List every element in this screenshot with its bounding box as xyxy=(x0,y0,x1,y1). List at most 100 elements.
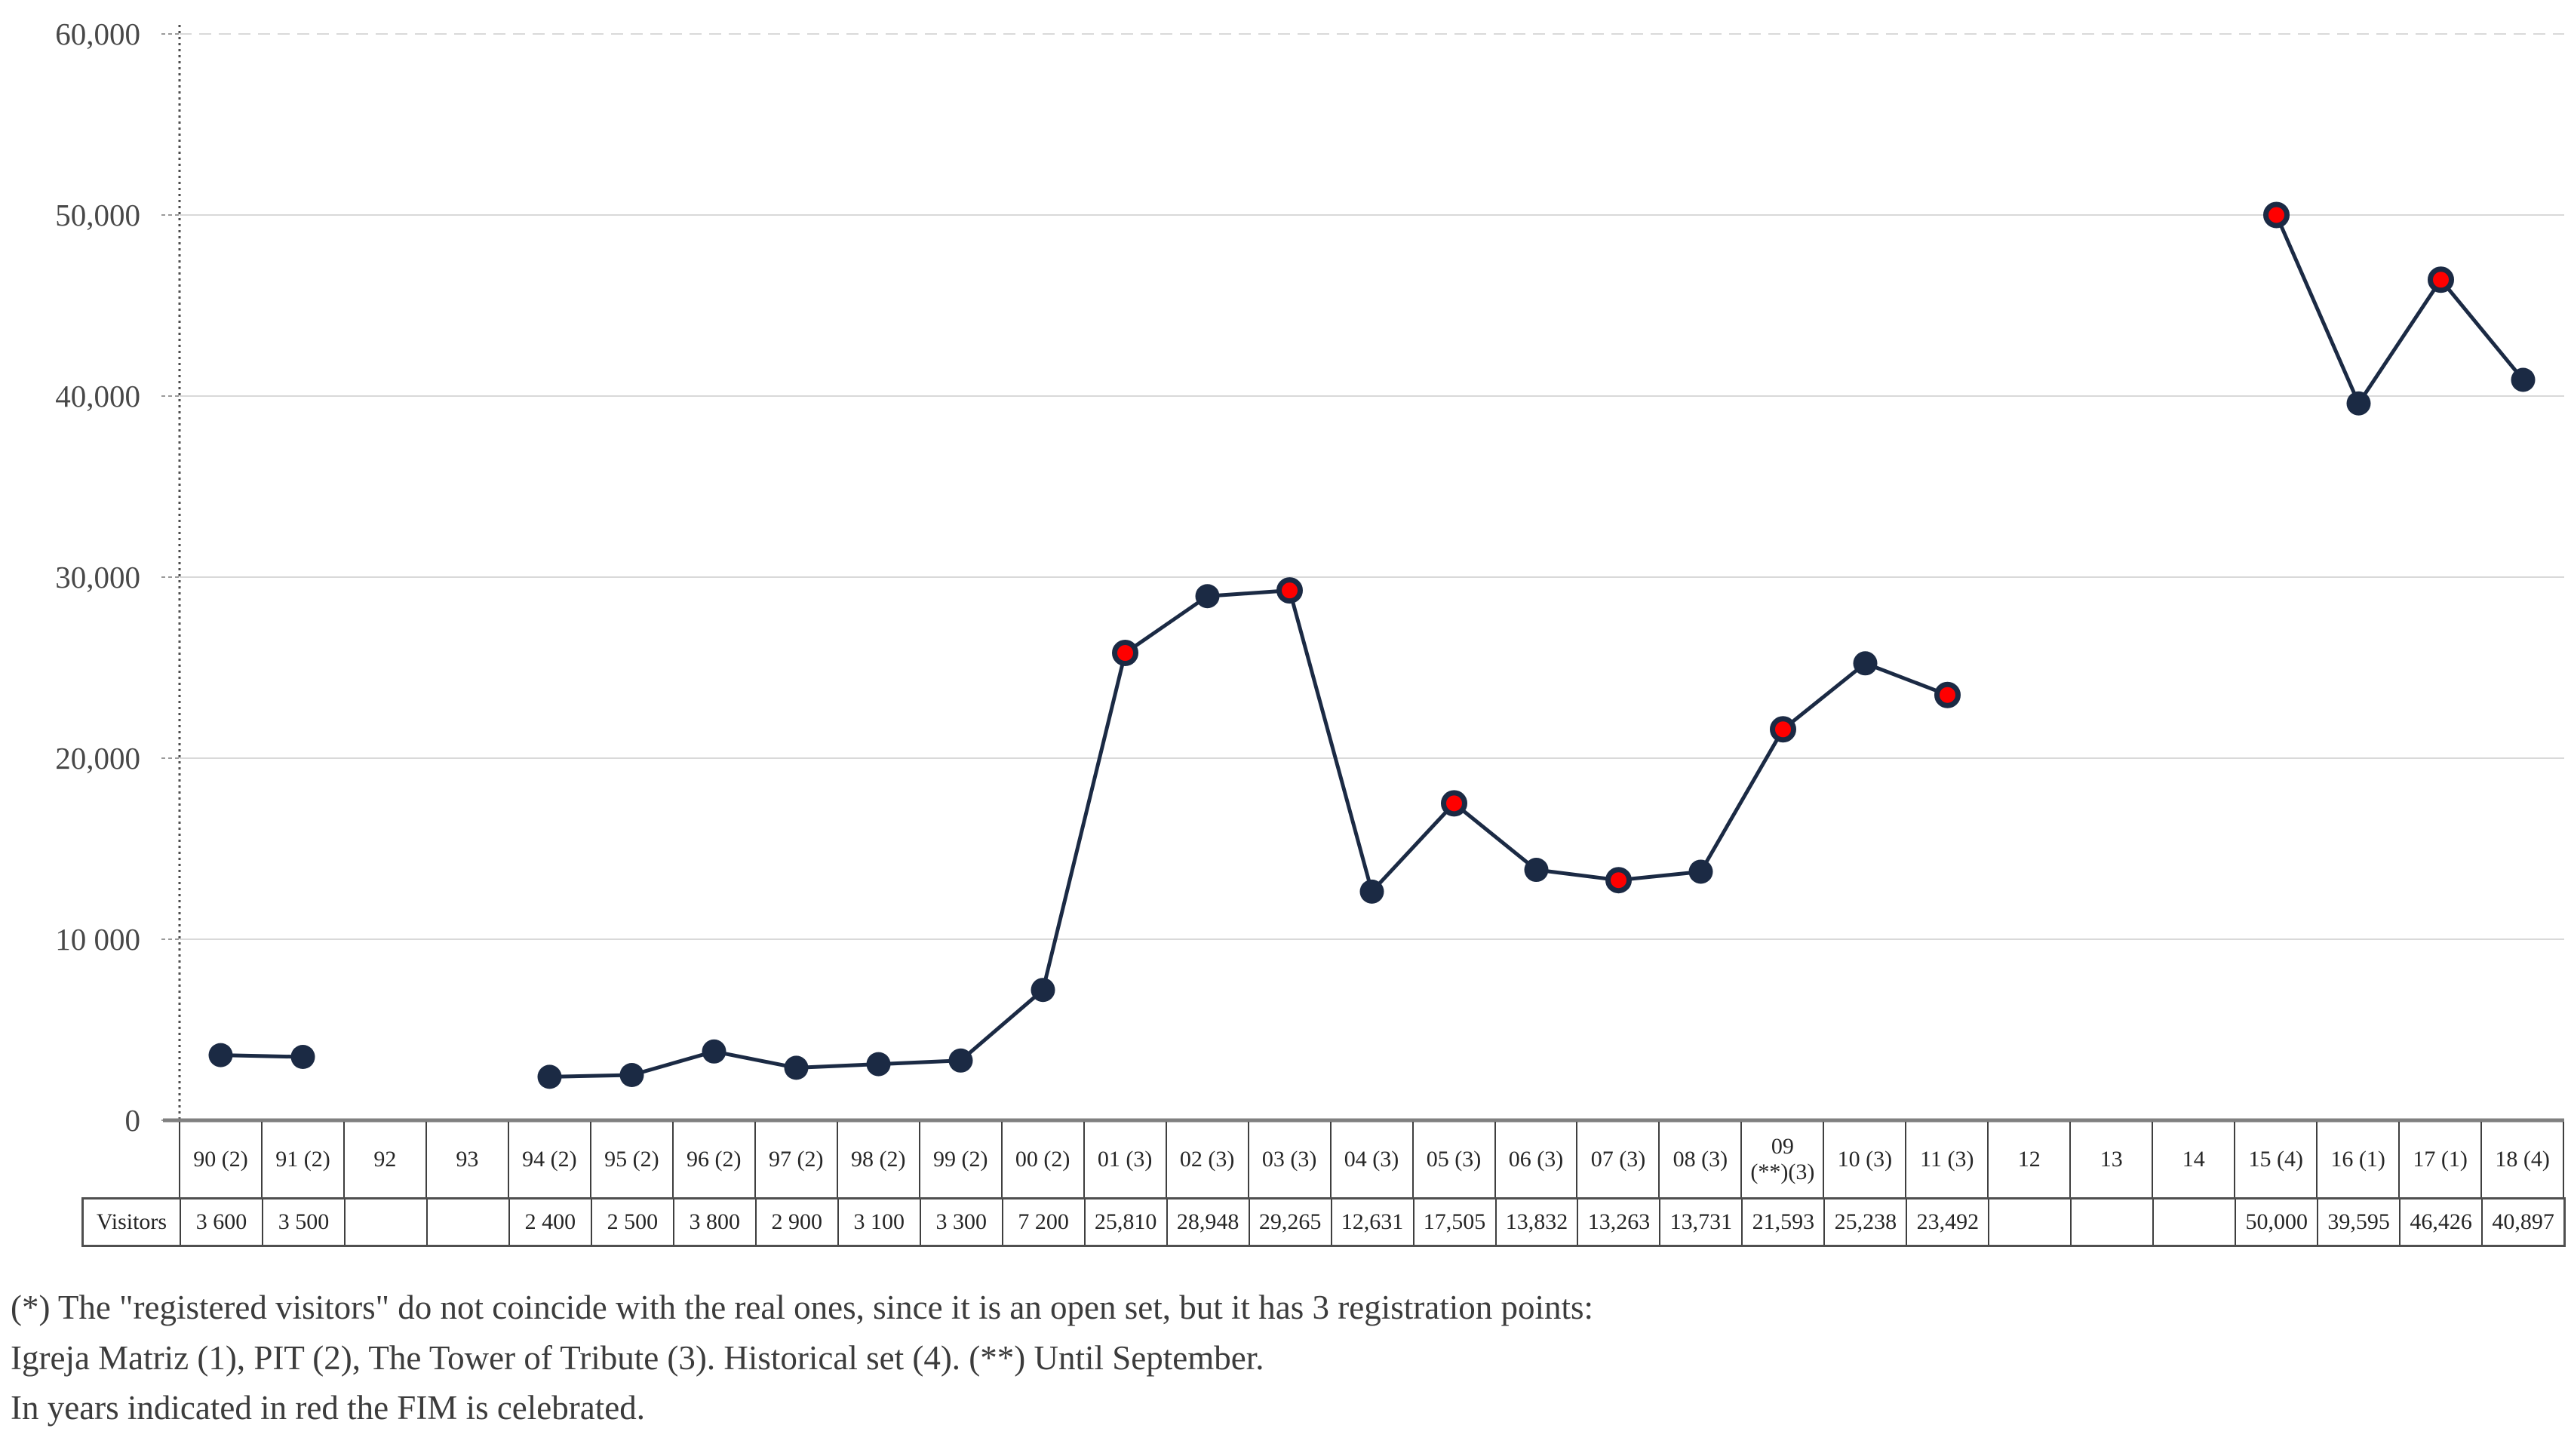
data-point xyxy=(784,1055,809,1080)
data-point xyxy=(1195,584,1220,609)
data-point-fim-year xyxy=(1112,640,1138,667)
visitor-value-cell xyxy=(1988,1200,2070,1245)
y-axis-tick-label: 20,000 xyxy=(55,741,140,776)
data-point-fim-year xyxy=(1934,681,1961,708)
data-point xyxy=(208,1043,233,1067)
visitor-value-cell: 29,265 xyxy=(1248,1200,1331,1245)
year-cell: 18 (4) xyxy=(2480,1122,2563,1197)
series-line xyxy=(2275,213,2525,406)
year-cell: 94 (2) xyxy=(507,1122,590,1197)
year-cell: 13 xyxy=(2069,1122,2152,1197)
footnote-line-3: In years indicated in red the FIM is cel… xyxy=(11,1389,645,1427)
year-cell: 91 (2) xyxy=(260,1122,343,1197)
year-cell: 93 xyxy=(425,1122,508,1197)
visitor-value-cell: 25,810 xyxy=(1083,1200,1166,1245)
visitor-value-cell: 12,631 xyxy=(1330,1200,1413,1245)
visitor-value-cell: 3 800 xyxy=(672,1200,755,1245)
series-line xyxy=(548,588,1949,1079)
data-point-fim-year xyxy=(1605,867,1632,894)
year-cell: 99 (2) xyxy=(918,1122,1001,1197)
data-point xyxy=(290,1045,315,1069)
visitor-value-cell: 50,000 xyxy=(2235,1200,2317,1245)
visitor-value-cell: 13,731 xyxy=(1659,1200,1741,1245)
data-point xyxy=(1853,651,1878,676)
visitor-values: 3 600 3 500 2 400 2 500 3 800 2 900 3 100 3 300… xyxy=(180,1200,2563,1245)
visitor-value-cell xyxy=(2152,1200,2235,1245)
visitor-value-cell: 2 400 xyxy=(508,1200,591,1245)
year-cell: 14 xyxy=(2152,1122,2234,1197)
data-point-fim-year xyxy=(1770,716,1796,743)
data-point xyxy=(1524,858,1549,883)
data-point-fim-year xyxy=(2263,201,2290,229)
data-point-fim-year xyxy=(2428,266,2454,293)
visitor-value-cell: 23,492 xyxy=(1906,1200,1988,1245)
year-cell: 08 (3) xyxy=(1658,1122,1740,1197)
year-cell: 17 (1) xyxy=(2398,1122,2480,1197)
visitor-value-cell: 3 300 xyxy=(919,1200,1002,1245)
data-point xyxy=(1031,978,1055,1003)
y-axis-tick-label: 50,000 xyxy=(55,198,140,232)
data-point xyxy=(866,1052,891,1077)
x-axis-year-row: 90 (2) 91 (2) 92 93 94 (2) 95 (2) 96 (2) 97 (2)… xyxy=(179,1122,2564,1197)
visitor-value-cell: 40,897 xyxy=(2481,1200,2563,1245)
visitor-value-cell: 46,426 xyxy=(2399,1200,2481,1245)
visitor-value-cell: 25,238 xyxy=(1823,1200,1906,1245)
visitor-value-cell: 17,505 xyxy=(1412,1200,1495,1245)
visitor-value-cell: 21,593 xyxy=(1741,1200,1823,1245)
data-point-fim-year xyxy=(1441,790,1467,817)
footnote-line-1: (*) The "registered visitors" do not coi… xyxy=(11,1289,1593,1326)
y-axis-tick-label: 40,000 xyxy=(55,379,140,413)
y-axis-tick-label: 0 xyxy=(124,1103,141,1138)
year-cell: 90 (2) xyxy=(179,1122,261,1197)
data-point xyxy=(537,1064,562,1089)
visitor-value-cell: 2 900 xyxy=(754,1200,837,1245)
data-point xyxy=(619,1063,644,1087)
year-cell: 12 xyxy=(1987,1122,2069,1197)
data-point xyxy=(948,1048,973,1073)
visitor-value-cell xyxy=(2070,1200,2152,1245)
y-axis-tick-label: 60,000 xyxy=(55,17,140,51)
visitors-table-row: Visitors 3 600 3 500 2 400 2 500 3 800 2 900 3… xyxy=(81,1197,2566,1247)
year-cell: 11 (3) xyxy=(1905,1122,1987,1197)
year-cell: 15 (4) xyxy=(2234,1122,2316,1197)
year-cell: 96 (2) xyxy=(671,1122,754,1197)
year-cell: 04 (3) xyxy=(1329,1122,1412,1197)
year-cell: 16 (1) xyxy=(2316,1122,2398,1197)
year-cell: 07 (3) xyxy=(1576,1122,1658,1197)
footnote-line-2: Igreja Matriz (1), PIT (2), The Tower of… xyxy=(11,1338,1264,1377)
year-cell: 02 (3) xyxy=(1165,1122,1248,1197)
year-cell: 05 (3) xyxy=(1411,1122,1494,1197)
year-cell: 01 (3) xyxy=(1083,1122,1166,1197)
visitor-value-cell: 2 500 xyxy=(590,1200,673,1245)
visitor-value-cell: 13,832 xyxy=(1494,1200,1577,1245)
visitor-value-cell: 7 200 xyxy=(1001,1200,1084,1245)
visitor-value-cell: 3 500 xyxy=(261,1200,344,1245)
year-cell: 97 (2) xyxy=(754,1122,837,1197)
data-point xyxy=(1688,859,1713,884)
year-cell: 98 (2) xyxy=(836,1122,919,1197)
visitors-row-header: Visitors xyxy=(96,1209,167,1234)
visitor-value-cell xyxy=(425,1200,508,1245)
y-axis-labels: 60,000 50,000 40,000 30,000 20,000 10 000 0 xyxy=(0,0,151,1207)
visitor-value-cell: 3 600 xyxy=(180,1200,262,1245)
data-point xyxy=(2346,391,2371,416)
year-cell: 03 (3) xyxy=(1247,1122,1330,1197)
data-point xyxy=(702,1039,726,1064)
visitor-value-cell: 28,948 xyxy=(1166,1200,1249,1245)
series-line xyxy=(219,1053,305,1059)
year-cell: 95 (2) xyxy=(589,1122,672,1197)
year-cell: 92 xyxy=(342,1122,425,1197)
data-point xyxy=(2511,367,2536,392)
visitor-value-cell: 39,595 xyxy=(2317,1200,2399,1245)
visitor-value-cell: 3 100 xyxy=(837,1200,920,1245)
footnote: (*) The "registered visitors" do not coi… xyxy=(11,1282,1593,1433)
year-cell: 10 (3) xyxy=(1823,1122,1905,1197)
y-axis-tick-label: 10 000 xyxy=(55,922,140,957)
year-cell: 09 (**)(3) xyxy=(1740,1122,1823,1197)
y-axis-tick-label: 30,000 xyxy=(55,560,140,594)
data-point-fim-year xyxy=(1276,577,1303,604)
visitor-value-cell: 13,263 xyxy=(1577,1200,1659,1245)
data-point xyxy=(1359,879,1384,904)
